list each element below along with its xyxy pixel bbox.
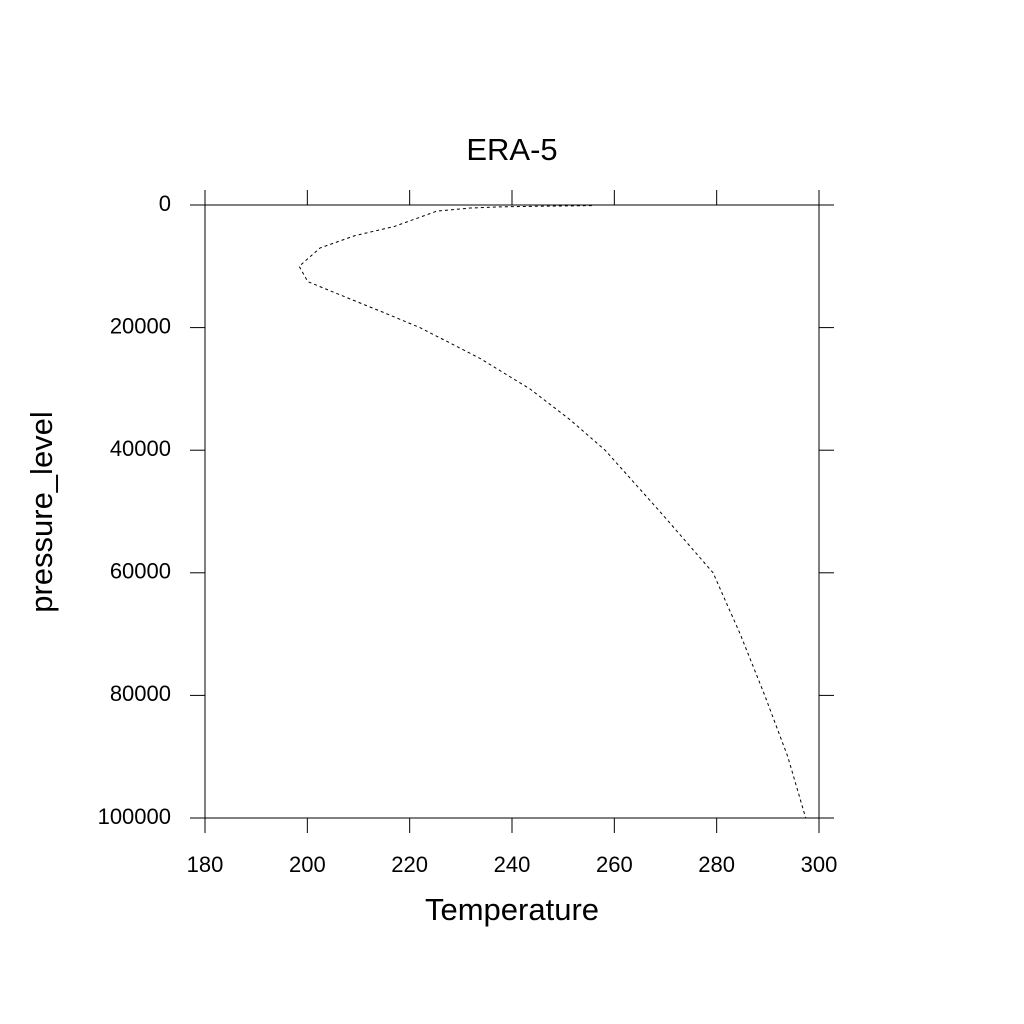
x-tick-label: 260	[596, 852, 633, 877]
x-tick-label: 180	[187, 852, 224, 877]
y-tick-label: 0	[159, 191, 171, 216]
y-tick-label: 80000	[110, 681, 171, 706]
x-tick-label: 300	[801, 852, 838, 877]
x-tick-label: 280	[698, 852, 735, 877]
y-tick-label: 60000	[110, 559, 171, 584]
y-tick-label: 20000	[110, 313, 171, 338]
x-tick-label: 200	[289, 852, 326, 877]
y-axis-label: pressure_level	[24, 411, 59, 613]
x-tick-label: 220	[391, 852, 428, 877]
data-line	[298, 205, 807, 819]
x-axis-label: Temperature	[425, 892, 599, 927]
x-tick-label: 240	[494, 852, 531, 877]
y-tick-label: 40000	[110, 436, 171, 461]
y-tick-label: 100000	[98, 804, 171, 829]
plot-frame	[204, 204, 820, 819]
chart-title: ERA-5	[466, 132, 557, 167]
